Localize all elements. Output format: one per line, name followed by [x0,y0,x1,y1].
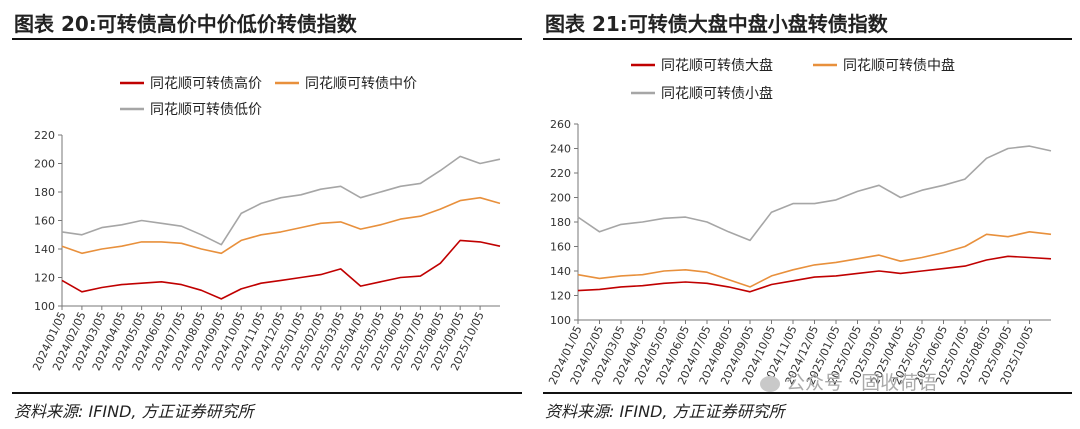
watermark-text: 公众号 · 固收荷语 [786,372,938,394]
y-tick-label: 160 [550,241,571,254]
legend-label: 同花顺可转债小盘 [661,85,773,102]
source-note: 资料来源: IFIND, 方正证券研究所 [545,402,785,421]
right-chart-panel: 图表 21:可转债大盘中盘小盘转债指数 100 120 140 160 180 200 22… [531,0,1080,429]
series-line [577,255,1052,293]
legend-label: 同花顺可转债中价 [305,76,417,92]
y-tick-label: 200 [550,192,571,205]
y-tick-label: 260 [550,118,571,131]
series-line [61,155,501,246]
legend-label: 同花顺可转债大盘 [661,57,773,74]
source-note: 资料来源: IFIND, 方正证券研究所 [14,402,254,421]
y-tick-label: 220 [550,167,571,180]
watermark: 公众号 · 固收荷语 [760,368,937,395]
y-tick-label: 120 [550,290,571,303]
wechat-icon [760,375,780,392]
source-divider [12,392,522,394]
legend-label: 同花顺可转债高价 [150,75,262,92]
series-line [577,145,1052,242]
legend-label: 同花顺可转债中盘 [843,57,955,74]
chart-title: 图表 21:可转债大盘中盘小盘转债指数 [545,12,888,36]
y-tick-label: 220 [34,129,55,142]
y-tick-label: 120 [34,272,55,285]
series-line [577,231,1052,288]
chart-high-mid-low-price: 1001201401601802002202024/01/052024/02/0… [30,75,501,373]
series-line [61,196,501,255]
chart-large-mid-small-cap: 1001201401601802002202402602024/01/05202… [546,57,1052,387]
y-tick-label: 180 [550,216,571,229]
title-divider [543,38,1072,40]
y-tick-label: 180 [34,186,55,199]
y-tick-label: 140 [550,265,571,278]
source-divider [543,392,1072,394]
series-line [61,239,501,300]
y-tick-label: 240 [550,143,571,156]
y-tick-label: 200 [34,158,55,171]
left-chart-panel: 图表 20:可转债高价中价低价转债指数 100 120 140 160 180 200 22… [0,0,530,429]
title-divider [12,38,522,40]
y-tick-label: 140 [34,243,55,256]
y-tick-label: 100 [34,300,55,313]
legend-label: 同花顺可转债低价 [150,102,262,118]
y-tick-label: 100 [550,314,571,327]
y-tick-label: 160 [34,215,55,228]
chart-title: 图表 20:可转债高价中价低价转债指数 [14,12,357,36]
